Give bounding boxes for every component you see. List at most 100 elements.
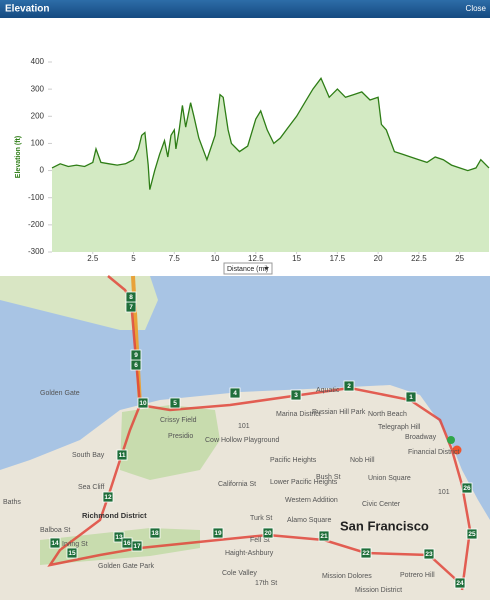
y-tick-label: -300 xyxy=(28,247,45,256)
map-label: South Bay xyxy=(72,452,105,459)
map-label: Crissy Field xyxy=(160,417,197,424)
marker-box[interactable] xyxy=(102,491,114,503)
start-pin xyxy=(447,436,455,444)
map-label: Sea Cliff xyxy=(78,484,104,491)
x-tick-label: 2.5 xyxy=(87,254,99,263)
marker-label[interactable]: 18 xyxy=(151,530,159,537)
marker-box[interactable] xyxy=(423,548,435,560)
marker-label[interactable]: 17 xyxy=(133,543,141,550)
route-line xyxy=(47,275,472,591)
map-label: Telegraph Hill xyxy=(378,424,421,431)
marker-label[interactable]: 6 xyxy=(134,362,138,369)
map-label: Mission District xyxy=(355,587,402,594)
x-tick-label: 20 xyxy=(374,254,383,263)
area-fill xyxy=(52,78,489,252)
marker-label[interactable]: 3 xyxy=(294,392,298,399)
map-label: Marina District xyxy=(276,411,321,418)
marker-box[interactable] xyxy=(169,397,181,409)
map-label: Baths xyxy=(3,499,21,506)
map-label: California St xyxy=(218,481,256,488)
marker-label[interactable]: 8 xyxy=(129,294,133,301)
x-tick-label: 15 xyxy=(292,254,301,263)
marin-land xyxy=(0,276,158,330)
marker-box[interactable] xyxy=(212,527,224,539)
marker-label[interactable]: 23 xyxy=(425,551,433,558)
marker-box[interactable] xyxy=(360,547,372,559)
marker-label[interactable]: 22 xyxy=(362,550,370,557)
map-label: Irving St xyxy=(62,541,88,548)
x-tick-label: 22.5 xyxy=(411,254,427,263)
marker-box[interactable] xyxy=(49,537,61,549)
marker-box[interactable] xyxy=(343,380,355,392)
marker-label[interactable]: 2 xyxy=(347,383,351,390)
marker-box[interactable] xyxy=(262,527,274,539)
marker-label[interactable]: 15 xyxy=(68,550,76,557)
map: Golden Gate South Bay Sea Cliff Baths Ri… xyxy=(0,275,490,600)
marker-box[interactable] xyxy=(116,449,128,461)
marker-box[interactable] xyxy=(130,349,142,361)
map-label: North Beach xyxy=(368,411,407,418)
map-label: Turk St xyxy=(250,515,272,522)
y-tick-label: 200 xyxy=(31,111,45,120)
map-label: Aquatic xyxy=(316,387,340,394)
map-label: Potrero Hill xyxy=(400,572,435,579)
y-tick-label: -200 xyxy=(28,220,45,229)
marker-label[interactable]: 26 xyxy=(463,485,471,492)
map-label: Fell St xyxy=(250,537,270,544)
marker-label[interactable]: 21 xyxy=(320,533,328,540)
map-label: Presidio xyxy=(168,433,193,440)
y-tick-label: 300 xyxy=(31,84,45,93)
elevation-chart: -300 -200 -100 0 100 200 300 400 2.5 5 7.5 10 12.5 15… xyxy=(15,57,490,275)
map-label: 17th St xyxy=(255,580,277,587)
x-axis-dropdown[interactable] xyxy=(223,262,273,275)
map-label: Alamo Square xyxy=(287,517,331,524)
map-label: Bush St xyxy=(316,474,341,481)
marker-box[interactable] xyxy=(131,540,143,552)
map-label: Civic Center xyxy=(362,501,401,508)
marker-box[interactable] xyxy=(229,387,241,399)
end-pin xyxy=(452,445,462,455)
marker-label[interactable]: 16 xyxy=(123,540,131,547)
marker-label[interactable]: 24 xyxy=(456,580,464,587)
close-button[interactable]: Close xyxy=(466,4,487,13)
marker-box[interactable] xyxy=(466,528,478,540)
marker-box[interactable] xyxy=(461,482,473,494)
marker-label[interactable]: 11 xyxy=(119,452,126,459)
marker-box[interactable] xyxy=(318,530,330,542)
marker-box[interactable] xyxy=(66,547,78,559)
marker-label[interactable]: 12 xyxy=(104,494,112,501)
marker-label[interactable]: 13 xyxy=(115,534,123,541)
x-tick-label: 17.5 xyxy=(330,254,346,263)
header-bar xyxy=(0,0,490,18)
marker-label[interactable]: 20 xyxy=(264,530,272,537)
marker-box[interactable] xyxy=(405,391,417,403)
map-label: Golden Gate Park xyxy=(98,563,155,570)
x-tick-label: 25 xyxy=(455,254,464,263)
marker-box[interactable] xyxy=(149,527,161,539)
marker-label[interactable]: 14 xyxy=(51,540,59,547)
y-tick-label: 100 xyxy=(31,139,45,148)
marker-label[interactable]: 9 xyxy=(134,352,138,359)
header-title: Elevation xyxy=(5,4,49,15)
marker-label[interactable]: 19 xyxy=(214,530,222,537)
map-label: Russian Hill Park xyxy=(312,409,366,416)
marker-box[interactable] xyxy=(113,531,125,543)
marker-label[interactable]: 5 xyxy=(173,400,177,407)
highway-shield: 101 xyxy=(238,423,250,430)
highway-shield: 101 xyxy=(438,489,450,496)
marker-label[interactable]: 1 xyxy=(409,394,413,401)
marker-label[interactable]: 25 xyxy=(468,531,476,538)
x-tick-label: 7.5 xyxy=(169,254,181,263)
marker-label[interactable]: 4 xyxy=(233,390,237,397)
marker-label[interactable]: 10 xyxy=(139,400,147,407)
marker-box[interactable] xyxy=(137,397,149,409)
map-label: Broadway xyxy=(405,434,437,441)
x-tick-label: 12.5 xyxy=(248,254,264,263)
map-label: Western Addition xyxy=(285,497,338,504)
marker-box[interactable] xyxy=(125,291,137,303)
marker-box[interactable] xyxy=(454,577,466,589)
marker-label[interactable]: 7 xyxy=(129,304,133,311)
marker-box[interactable] xyxy=(290,389,302,401)
